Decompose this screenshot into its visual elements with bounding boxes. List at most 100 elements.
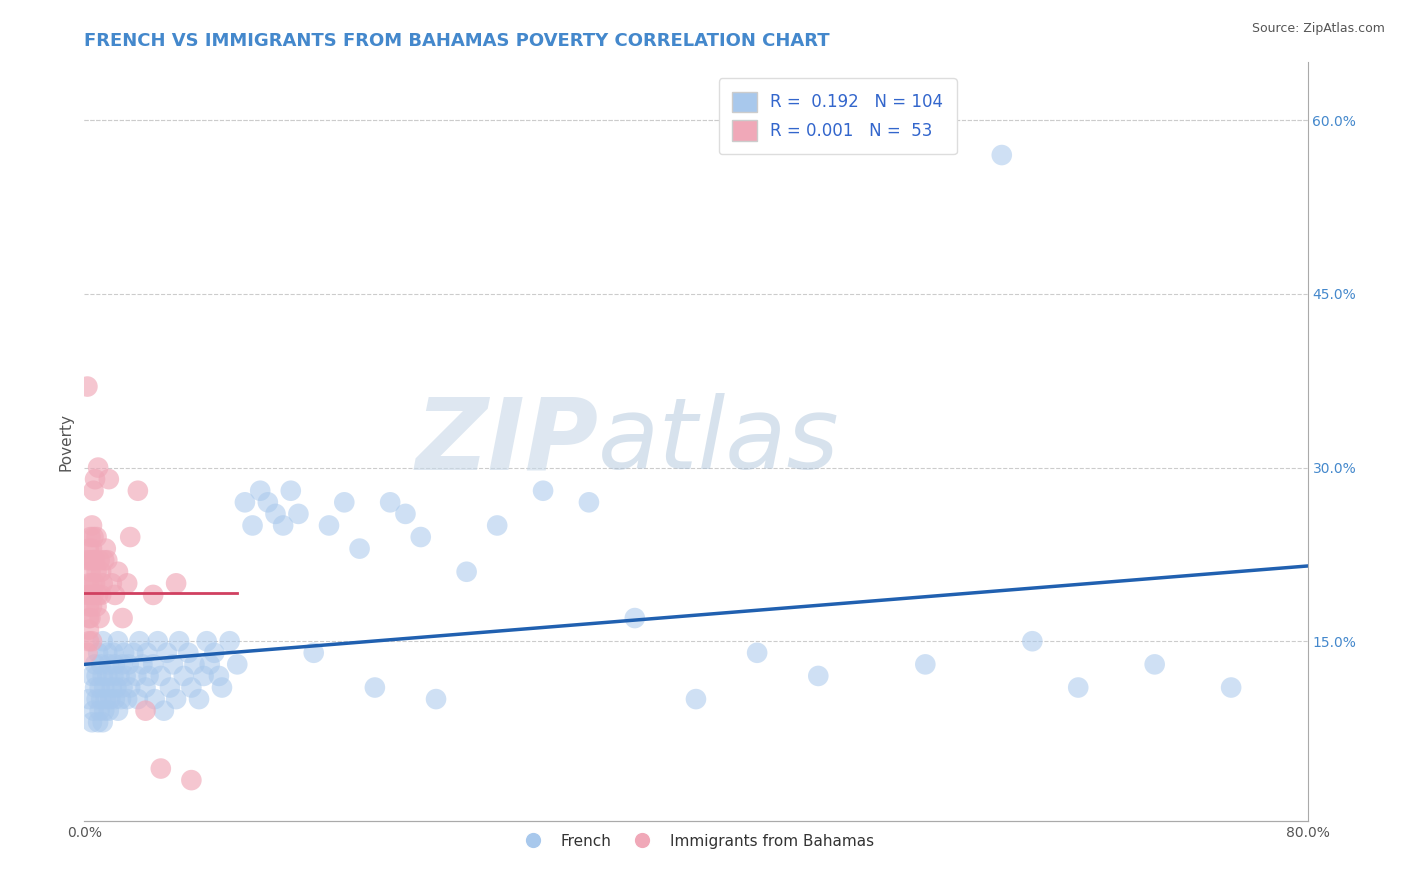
Point — [142, 588, 165, 602]
Point — [111, 657, 134, 672]
Point — [76, 553, 98, 567]
Point — [79, 611, 101, 625]
Point — [1220, 681, 1243, 695]
Point — [146, 634, 169, 648]
Point — [208, 669, 231, 683]
Point — [104, 657, 127, 672]
Point — [84, 576, 107, 591]
Point — [105, 681, 128, 695]
Point — [87, 588, 110, 602]
Point — [84, 657, 107, 672]
Point — [177, 646, 200, 660]
Point — [127, 692, 149, 706]
Point — [84, 472, 107, 486]
Point — [380, 495, 402, 509]
Point — [156, 646, 179, 660]
Point — [90, 657, 112, 672]
Point — [107, 704, 129, 718]
Point — [77, 634, 100, 648]
Point — [115, 692, 138, 706]
Point — [93, 681, 115, 695]
Point — [211, 681, 233, 695]
Point — [86, 692, 108, 706]
Point — [79, 530, 101, 544]
Point — [125, 669, 148, 683]
Point — [86, 565, 108, 579]
Point — [83, 530, 105, 544]
Point — [1143, 657, 1166, 672]
Point — [128, 634, 150, 648]
Point — [87, 715, 110, 730]
Point — [486, 518, 509, 533]
Point — [114, 669, 136, 683]
Point — [180, 681, 202, 695]
Point — [167, 634, 190, 648]
Point — [110, 692, 132, 706]
Point — [79, 553, 101, 567]
Point — [143, 692, 166, 706]
Point — [89, 704, 111, 718]
Point — [218, 634, 240, 648]
Point — [76, 588, 98, 602]
Text: FRENCH VS IMMIGRANTS FROM BAHAMAS POVERTY CORRELATION CHART: FRENCH VS IMMIGRANTS FROM BAHAMAS POVERT… — [84, 32, 830, 50]
Point — [89, 611, 111, 625]
Point — [1021, 634, 1043, 648]
Point — [83, 704, 105, 718]
Point — [624, 611, 647, 625]
Point — [86, 669, 108, 683]
Point — [90, 588, 112, 602]
Point — [77, 611, 100, 625]
Point — [103, 646, 125, 660]
Point — [226, 657, 249, 672]
Point — [120, 681, 142, 695]
Point — [142, 657, 165, 672]
Point — [91, 634, 114, 648]
Point — [112, 646, 135, 660]
Point — [193, 669, 215, 683]
Point — [76, 646, 98, 660]
Point — [107, 634, 129, 648]
Point — [80, 669, 103, 683]
Point — [173, 669, 195, 683]
Point — [80, 518, 103, 533]
Point — [96, 669, 118, 683]
Point — [77, 623, 100, 637]
Point — [79, 565, 101, 579]
Point — [747, 646, 769, 660]
Point — [101, 576, 124, 591]
Point — [149, 762, 172, 776]
Point — [122, 646, 145, 660]
Point — [271, 518, 294, 533]
Point — [153, 704, 176, 718]
Point — [195, 634, 218, 648]
Point — [79, 588, 101, 602]
Point — [165, 692, 187, 706]
Point — [242, 518, 264, 533]
Point — [90, 565, 112, 579]
Point — [91, 669, 114, 683]
Point — [80, 715, 103, 730]
Point — [165, 576, 187, 591]
Point — [409, 530, 432, 544]
Point — [249, 483, 271, 498]
Point — [136, 646, 159, 660]
Point — [77, 576, 100, 591]
Point — [97, 704, 120, 718]
Point — [80, 576, 103, 591]
Point — [83, 588, 105, 602]
Point — [107, 565, 129, 579]
Point — [318, 518, 340, 533]
Point — [135, 681, 157, 695]
Point — [103, 669, 125, 683]
Point — [80, 599, 103, 614]
Point — [89, 681, 111, 695]
Point — [104, 588, 127, 602]
Point — [96, 553, 118, 567]
Point — [425, 692, 447, 706]
Point — [77, 599, 100, 614]
Point — [87, 460, 110, 475]
Point — [87, 646, 110, 660]
Point — [257, 495, 280, 509]
Point — [90, 692, 112, 706]
Point — [111, 611, 134, 625]
